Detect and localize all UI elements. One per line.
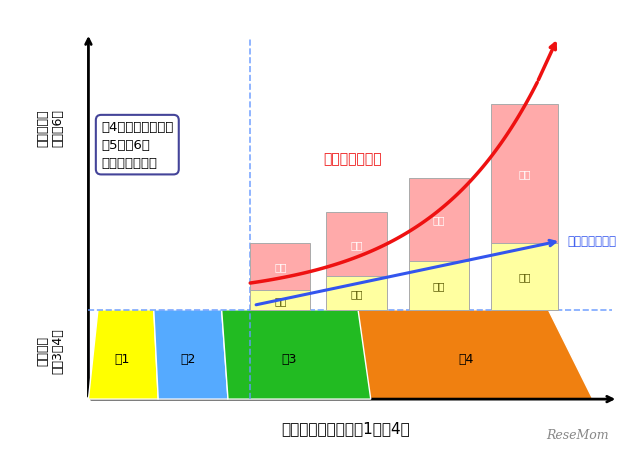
Polygon shape bbox=[88, 310, 158, 399]
Polygon shape bbox=[492, 105, 558, 244]
Text: 小５: 小５ bbox=[350, 289, 363, 299]
Text: 小4までの学習が、
小5・小6の
伸び幅を決める: 小4までの学習が、 小5・小6の 伸び幅を決める bbox=[101, 121, 173, 170]
Text: 小５: 小５ bbox=[433, 281, 445, 290]
Text: 小3: 小3 bbox=[282, 353, 297, 366]
Text: 小５: 小５ bbox=[274, 295, 287, 305]
Text: 基礎知識
（小3・4）: 基礎知識 （小3・4） bbox=[36, 327, 65, 373]
Polygon shape bbox=[250, 290, 310, 310]
Polygon shape bbox=[409, 261, 469, 310]
Polygon shape bbox=[492, 244, 558, 310]
Polygon shape bbox=[250, 244, 310, 290]
Text: 小６: 小６ bbox=[518, 169, 531, 179]
Polygon shape bbox=[221, 310, 371, 399]
Text: 小６: 小６ bbox=[274, 262, 287, 272]
Text: 小５：知識強化: 小５：知識強化 bbox=[568, 235, 616, 248]
Text: 小1: 小1 bbox=[115, 353, 130, 366]
Text: 小2: 小2 bbox=[180, 353, 196, 366]
Text: 小６: 小６ bbox=[433, 215, 445, 225]
Text: 小4: 小4 bbox=[458, 353, 474, 366]
Text: 学ぶ力・理解力（小1～小4）: 学ぶ力・理解力（小1～小4） bbox=[281, 421, 410, 436]
Polygon shape bbox=[409, 179, 469, 261]
Text: 小５: 小５ bbox=[518, 272, 531, 282]
Text: 小６: 小６ bbox=[350, 239, 363, 249]
Text: 応用学習力
（小・6）: 応用学習力 （小・6） bbox=[36, 109, 65, 147]
Polygon shape bbox=[326, 277, 387, 310]
Polygon shape bbox=[88, 310, 593, 399]
Polygon shape bbox=[326, 212, 387, 277]
Text: 小６：応用演習: 小６：応用演習 bbox=[323, 152, 382, 166]
Text: ReseMom: ReseMom bbox=[546, 428, 609, 442]
Polygon shape bbox=[154, 310, 228, 399]
